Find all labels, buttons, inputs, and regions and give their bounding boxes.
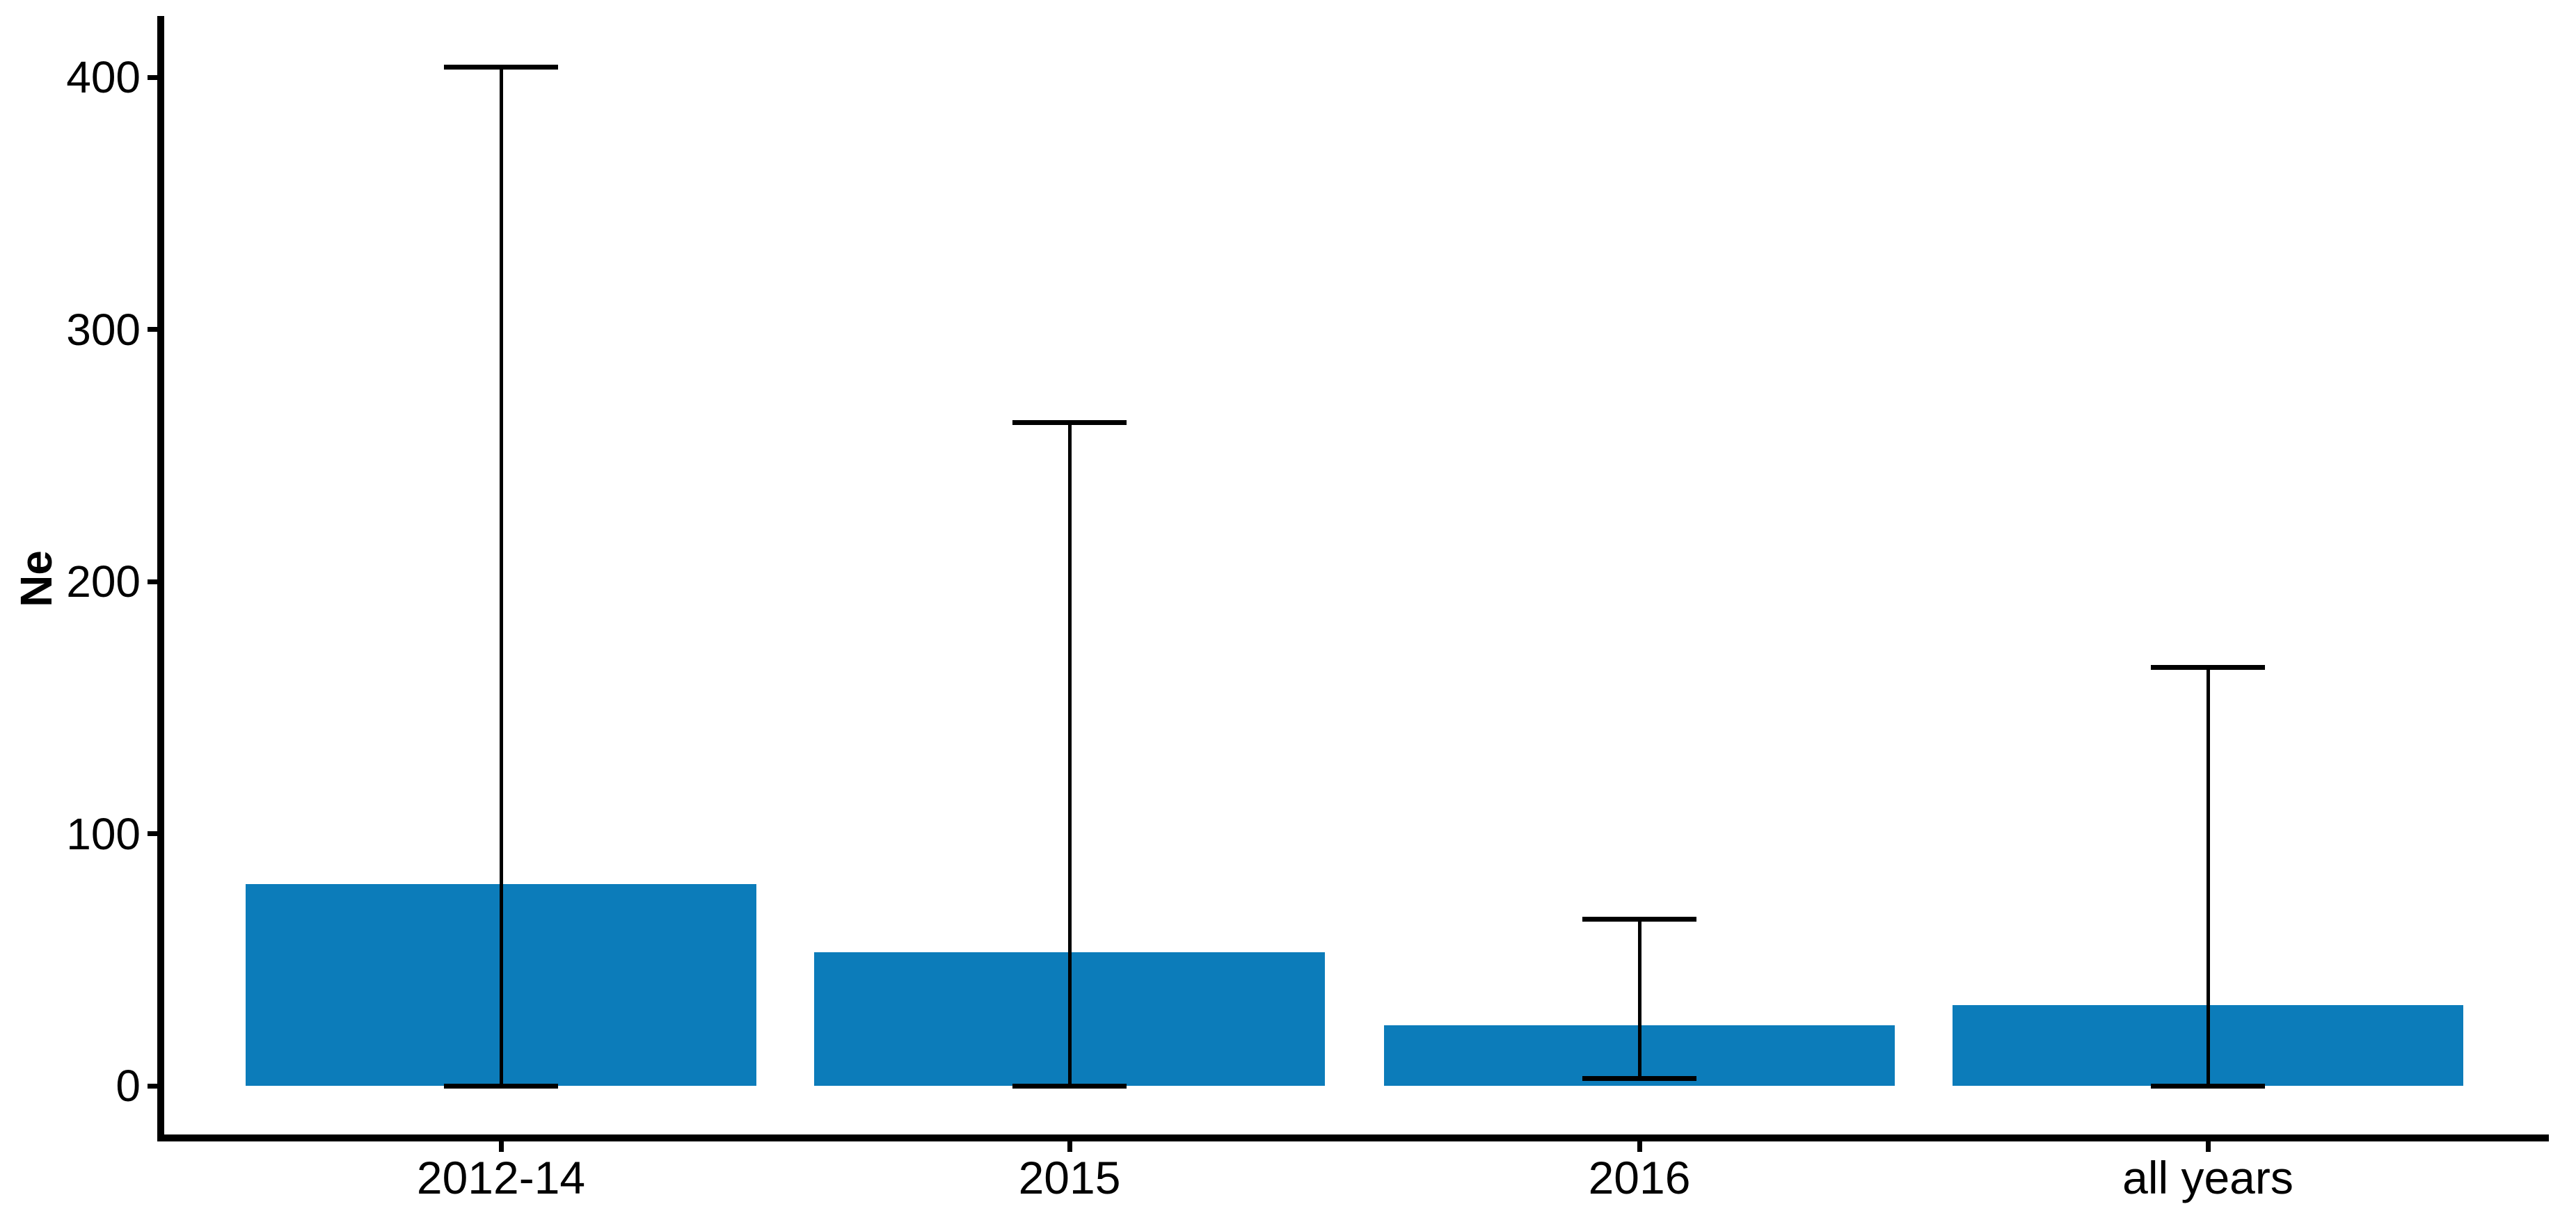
y-tick — [148, 327, 157, 332]
error-bar-cap-bottom — [444, 1083, 558, 1089]
y-axis-line — [157, 16, 164, 1141]
error-bar-cap-bottom — [1582, 1075, 1696, 1081]
x-tick — [1637, 1141, 1642, 1152]
x-tick-label: 2015 — [1018, 1152, 1121, 1203]
error-bar-cap-top — [2151, 664, 2265, 670]
y-tick-label: 0 — [116, 1061, 141, 1111]
error-bar-whisker — [1637, 919, 1641, 1079]
error-bar-whisker — [499, 67, 503, 1086]
y-tick-label: 200 — [66, 556, 141, 607]
x-tick-label: 2012-14 — [416, 1152, 586, 1203]
y-tick-label: 300 — [66, 304, 141, 355]
error-bar-cap-bottom — [1012, 1083, 1127, 1089]
y-tick-label: 100 — [66, 808, 141, 859]
x-axis-line — [157, 1134, 2549, 1141]
error-bar-cap-bottom — [2151, 1083, 2265, 1089]
error-bar-whisker — [1067, 422, 1072, 1086]
y-tick — [148, 74, 157, 80]
error-bar-whisker — [2206, 667, 2210, 1086]
error-bar-cap-top — [1012, 420, 1127, 426]
y-tick — [148, 1083, 157, 1089]
y-tick — [148, 579, 157, 584]
y-tick-label: 400 — [66, 52, 141, 102]
x-tick — [2205, 1141, 2211, 1152]
x-tick — [498, 1141, 504, 1152]
x-tick-label: 2016 — [1588, 1152, 1691, 1203]
x-tick — [1067, 1141, 1072, 1152]
y-tick — [148, 831, 157, 836]
x-tick-label: all years — [2122, 1152, 2293, 1203]
error-bar-cap-top — [1582, 917, 1696, 922]
error-bar-cap-top — [444, 65, 558, 70]
